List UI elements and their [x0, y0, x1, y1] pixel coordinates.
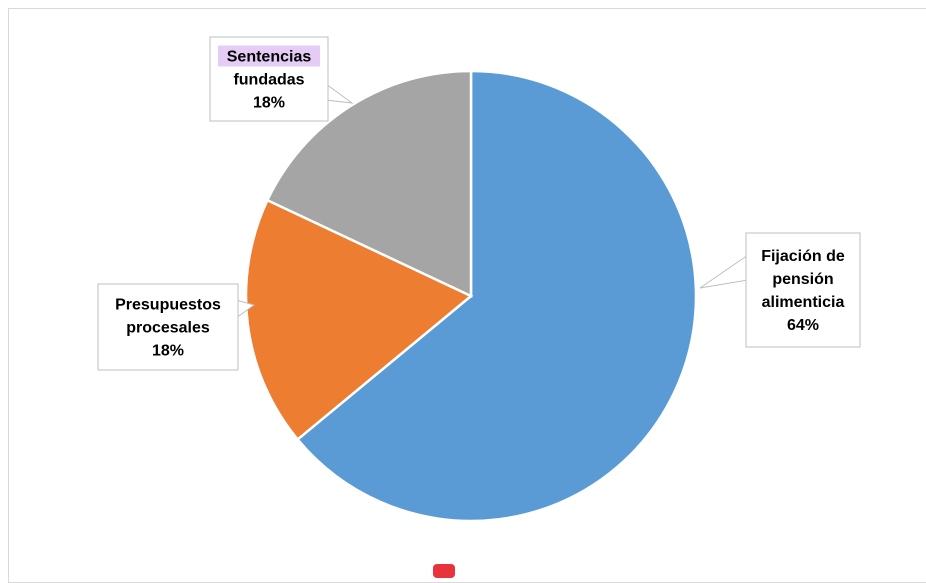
callout-label-3: fundadas	[233, 72, 304, 89]
pie-slices	[244, 69, 698, 523]
callout-pointer-1	[699, 254, 749, 289]
callout-1: Fijación de pensión alimenticia 64%	[745, 232, 861, 348]
red-marker	[433, 564, 455, 578]
callout-percent-1: 64%	[787, 317, 819, 334]
pie-slice-3	[265, 69, 473, 298]
data-callouts: Fijación de pensión alimenticia 64% Presupue…	[97, 36, 861, 371]
callout-label-1: pensión	[772, 271, 833, 288]
callout-label-1: alimenticia	[762, 294, 845, 311]
callout-box-2	[97, 283, 239, 371]
callout-label-1: Fijación de	[761, 248, 845, 265]
callout-pointer-3	[325, 83, 354, 104]
callout-percent-2: 18%	[152, 343, 184, 360]
text-highlight	[218, 45, 320, 67]
callout-box-1	[745, 232, 861, 348]
callout-label-2: procesales	[126, 320, 210, 337]
callout-label-2: Presupuestos	[115, 297, 221, 314]
pie-slice-2	[244, 198, 474, 442]
pie-slice-1	[295, 69, 698, 523]
callout-percent-3: 18%	[253, 95, 285, 112]
callout-label-3: Sentencias	[227, 49, 312, 66]
callout-3: Sentencias fundadas 18%	[209, 36, 329, 122]
callout-2: Presupuestos procesales 18%	[97, 283, 239, 371]
